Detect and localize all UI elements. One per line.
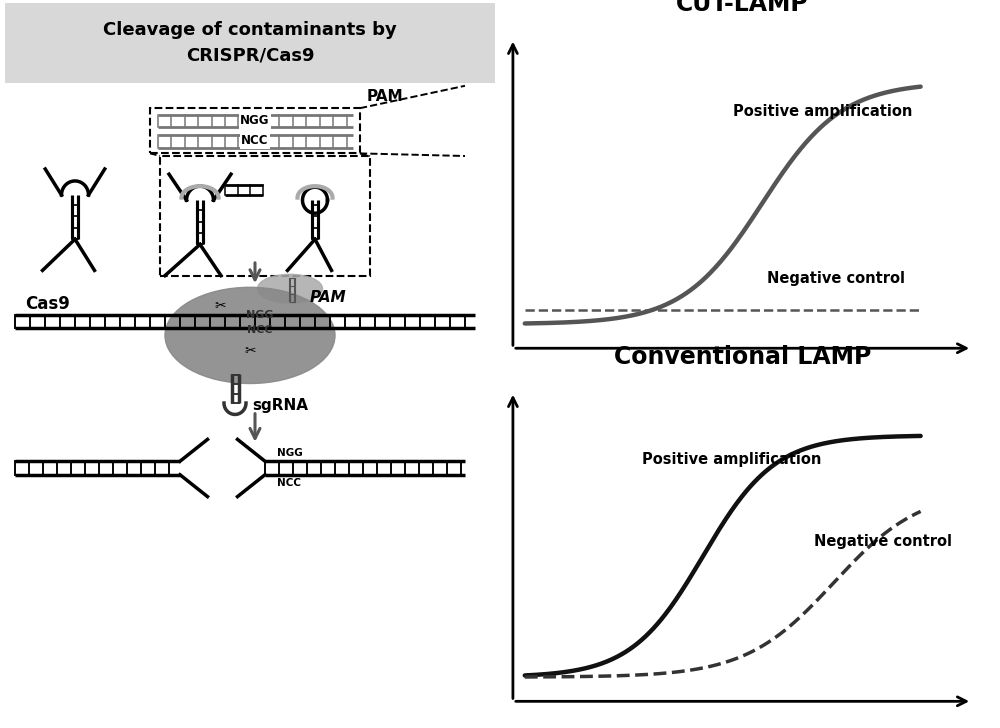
Text: Cleavage of contaminants by
CRISPR/Cas9: Cleavage of contaminants by CRISPR/Cas9 [103, 21, 397, 64]
Text: Negative control: Negative control [814, 534, 952, 549]
Text: Positive amplification: Positive amplification [642, 452, 822, 467]
Bar [150, 108, 360, 154]
Bar [160, 156, 370, 276]
Ellipse shape [258, 274, 322, 303]
Text: PAM: PAM [367, 89, 403, 103]
Ellipse shape [165, 288, 335, 384]
Text: NGG: NGG [240, 114, 270, 127]
Text: Cas9: Cas9 [25, 295, 70, 313]
Text: Positive amplification: Positive amplification [733, 104, 913, 119]
Text: sgRNA: sgRNA [252, 398, 308, 413]
Text: NCC: NCC [278, 478, 302, 488]
Text: NCC: NCC [247, 325, 273, 335]
Text: ✂: ✂ [214, 298, 226, 313]
Text: NGG: NGG [246, 309, 274, 320]
Bar [5, 3, 495, 83]
Text: PAM: PAM [309, 290, 346, 305]
Text: Negative control: Negative control [767, 271, 905, 285]
Text: NCC: NCC [241, 135, 269, 147]
Text: NGG: NGG [278, 448, 303, 459]
Title: CUT-LAMP: CUT-LAMP [676, 0, 809, 16]
Title: Conventional LAMP: Conventional LAMP [614, 345, 871, 369]
Text: ✂: ✂ [244, 344, 256, 358]
